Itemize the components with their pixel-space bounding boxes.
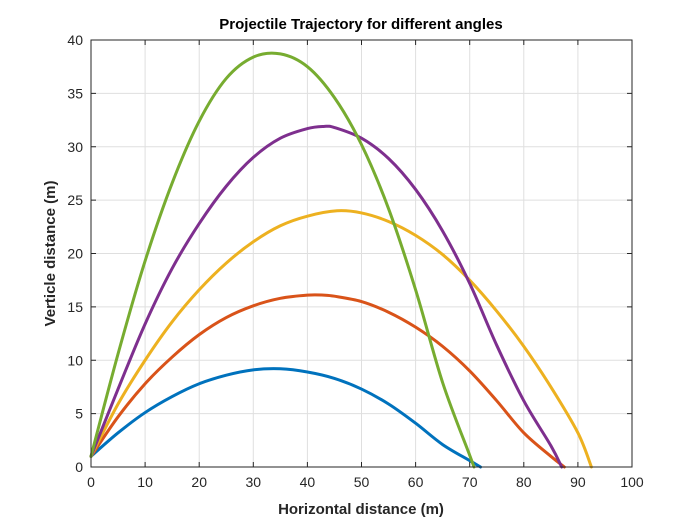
x-tick-label: 30: [246, 474, 262, 490]
y-tick-label: 35: [67, 85, 83, 101]
trajectory-line-1: [89, 367, 483, 469]
y-axis-label: Verticle distance (m): [42, 181, 59, 327]
ticks: 0 10 20 30 40 50 60 70 80 90 100 0 5 10 15 20 25 30 35 40: [67, 32, 643, 490]
x-tick-label: 0: [87, 474, 95, 490]
x-axis-label: Horizontal distance (m): [278, 501, 444, 518]
x-tick-label: 40: [300, 474, 316, 490]
x-tick-label: 50: [354, 474, 370, 490]
x-tick-label: 90: [570, 474, 586, 490]
y-tick-label: 25: [67, 192, 83, 208]
chart-title: Projectile Trajectory for different angl…: [219, 16, 502, 33]
x-tick-label: 100: [620, 474, 644, 490]
x-tick-label: 60: [408, 474, 424, 490]
y-tick-label: 20: [67, 246, 83, 262]
y-tick-label: 5: [75, 406, 83, 422]
series-layer: [89, 51, 593, 469]
trajectory-line-3: [89, 209, 593, 469]
trajectory-line-2: [89, 293, 566, 469]
y-tick-label: 40: [67, 32, 83, 48]
y-tick-label: 30: [67, 139, 83, 155]
x-tick-label: 70: [462, 474, 478, 490]
x-tick-label: 20: [191, 474, 207, 490]
x-tick-label: 10: [137, 474, 153, 490]
y-tick-label: 10: [67, 352, 83, 368]
x-tick-label: 80: [516, 474, 532, 490]
y-tick-label: 15: [67, 299, 83, 315]
trajectory-line-4: [89, 124, 564, 469]
trajectory-line-5: [89, 51, 476, 469]
y-tick-label: 0: [75, 459, 83, 475]
